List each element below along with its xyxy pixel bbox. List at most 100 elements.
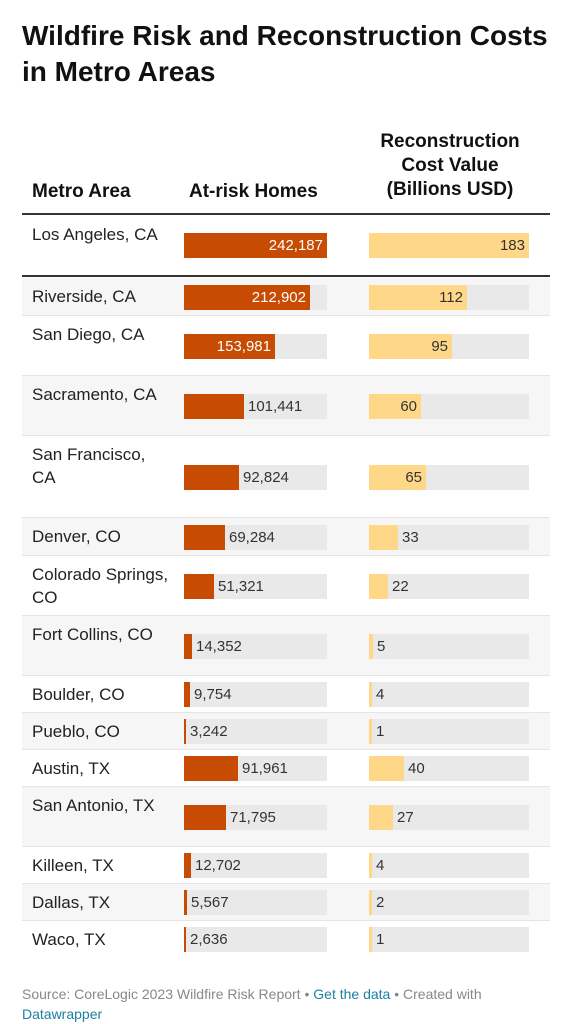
cost-value-label: 33 bbox=[402, 529, 419, 546]
homes-bar bbox=[184, 634, 192, 659]
homes-value-label: 51,321 bbox=[218, 578, 264, 595]
homes-bar bbox=[184, 682, 190, 707]
metro-name: San Diego, CA bbox=[32, 325, 145, 344]
homes-value-label: 14,352 bbox=[196, 638, 242, 655]
homes-bar bbox=[184, 233, 327, 258]
homes-bar-track: 153,981 bbox=[184, 334, 327, 359]
table-row: San Antonio, TX 71,795 27 bbox=[22, 787, 550, 847]
cost-bar-track: 5 bbox=[369, 634, 529, 659]
table-row: Sacramento, CA 101,441 60 bbox=[22, 376, 550, 436]
cost-value-label: 5 bbox=[377, 638, 386, 655]
homes-bar bbox=[184, 890, 187, 915]
cost-bar bbox=[369, 890, 372, 915]
chart-footer: Source: CoreLogic 2023 Wildfire Risk Rep… bbox=[22, 984, 552, 1024]
cost-value-label: 65 bbox=[405, 469, 422, 486]
cost-bar bbox=[369, 394, 421, 419]
row-divider bbox=[22, 375, 550, 376]
homes-value-label: 71,795 bbox=[230, 809, 276, 826]
cost-bar-track: 27 bbox=[369, 805, 529, 830]
metro-name: Sacramento, CA bbox=[32, 385, 157, 404]
row-divider bbox=[22, 712, 550, 713]
row-divider bbox=[22, 883, 550, 884]
row-divider bbox=[22, 786, 550, 787]
metro-name: Boulder, CO bbox=[32, 685, 125, 704]
homes-bar bbox=[184, 805, 226, 830]
homes-bar-track: 51,321 bbox=[184, 574, 327, 599]
table-row: Fort Collins, CO 14,352 5 bbox=[22, 616, 550, 676]
row-divider bbox=[22, 517, 550, 518]
homes-value-label: 5,567 bbox=[191, 894, 229, 911]
metro-name: Waco, TX bbox=[32, 930, 106, 949]
datawrapper-link[interactable]: Datawrapper bbox=[22, 1006, 103, 1022]
homes-bar-track: 92,824 bbox=[184, 465, 327, 490]
homes-value-label: 69,284 bbox=[229, 529, 275, 546]
cost-bar bbox=[369, 682, 372, 707]
homes-bar-track: 71,795 bbox=[184, 805, 327, 830]
homes-bar-track: 12,702 bbox=[184, 853, 327, 878]
homes-value-label: 242,187 bbox=[268, 237, 323, 254]
homes-bar bbox=[184, 334, 275, 359]
get-the-data-link[interactable]: Get the data bbox=[313, 986, 391, 1002]
homes-value-label: 212,902 bbox=[251, 289, 306, 306]
homes-value-label: 12,702 bbox=[195, 857, 241, 874]
homes-value-label: 153,981 bbox=[216, 338, 271, 355]
homes-bar-track: 91,961 bbox=[184, 756, 327, 781]
homes-bar bbox=[184, 853, 191, 878]
cost-bar-track: 33 bbox=[369, 525, 529, 550]
homes-bar-track: 9,754 bbox=[184, 682, 327, 707]
table-row: Colorado Springs, CO 51,321 22 bbox=[22, 556, 550, 616]
metro-name: Pueblo, CO bbox=[32, 722, 120, 741]
chart-title: Wildfire Risk and Reconstruction Costs i… bbox=[22, 20, 548, 87]
cost-value-label: 22 bbox=[392, 578, 409, 595]
cost-bar-track: 183 bbox=[369, 233, 529, 258]
homes-bar-track: 212,902 bbox=[184, 285, 327, 310]
metro-name: Colorado Springs, CO bbox=[32, 565, 169, 607]
homes-bar bbox=[184, 285, 310, 310]
cost-bar bbox=[369, 525, 398, 550]
row-divider bbox=[22, 749, 550, 750]
cost-bar bbox=[369, 927, 372, 952]
homes-value-label: 91,961 bbox=[242, 760, 288, 777]
cost-value-label: 1 bbox=[376, 723, 385, 740]
homes-bar bbox=[184, 756, 238, 781]
cost-bar-track: 22 bbox=[369, 574, 529, 599]
homes-value-label: 101,441 bbox=[248, 398, 303, 415]
cost-bar bbox=[369, 634, 373, 659]
homes-value-label: 9,754 bbox=[194, 686, 232, 703]
metro-name: Fort Collins, CO bbox=[32, 625, 153, 644]
table-row: San Francisco, CA 92,824 65 bbox=[22, 436, 550, 518]
homes-bar-track: 101,441 bbox=[184, 394, 327, 419]
cost-bar bbox=[369, 334, 452, 359]
homes-bar-track: 69,284 bbox=[184, 525, 327, 550]
table-row: Boulder, CO 9,754 4 bbox=[22, 676, 550, 713]
homes-bar-track: 2,636 bbox=[184, 927, 327, 952]
homes-bar-track: 5,567 bbox=[184, 890, 327, 915]
homes-bar bbox=[184, 927, 186, 952]
table-row: Austin, TX 91,961 40 bbox=[22, 750, 550, 787]
table-row: San Diego, CA 153,981 95 bbox=[22, 316, 550, 376]
cost-value-label: 2 bbox=[376, 894, 385, 911]
header-rule bbox=[22, 213, 550, 215]
cost-bar-track: 95 bbox=[369, 334, 529, 359]
cost-value-label: 60 bbox=[400, 398, 417, 415]
pinned-row-rule bbox=[22, 275, 550, 277]
metro-name: Denver, CO bbox=[32, 527, 121, 546]
footer-separator: • bbox=[300, 986, 314, 1002]
cost-bar-track: 65 bbox=[369, 465, 529, 490]
cost-bar-track: 4 bbox=[369, 853, 529, 878]
column-header-metro: Metro Area bbox=[32, 181, 131, 202]
table-row: Pueblo, CO 3,242 1 bbox=[22, 713, 550, 750]
cost-bar bbox=[369, 285, 467, 310]
cost-bar bbox=[369, 853, 372, 878]
homes-value-label: 2,636 bbox=[190, 931, 228, 948]
cost-bar bbox=[369, 233, 529, 258]
row-divider bbox=[22, 315, 550, 316]
cost-value-label: 183 bbox=[499, 237, 525, 254]
homes-bar bbox=[184, 394, 244, 419]
homes-bar bbox=[184, 465, 239, 490]
cost-bar-track: 40 bbox=[369, 756, 529, 781]
homes-value-label: 92,824 bbox=[243, 469, 289, 486]
cost-bar-track: 60 bbox=[369, 394, 529, 419]
metro-name: Dallas, TX bbox=[32, 893, 111, 912]
row-divider bbox=[22, 615, 550, 616]
